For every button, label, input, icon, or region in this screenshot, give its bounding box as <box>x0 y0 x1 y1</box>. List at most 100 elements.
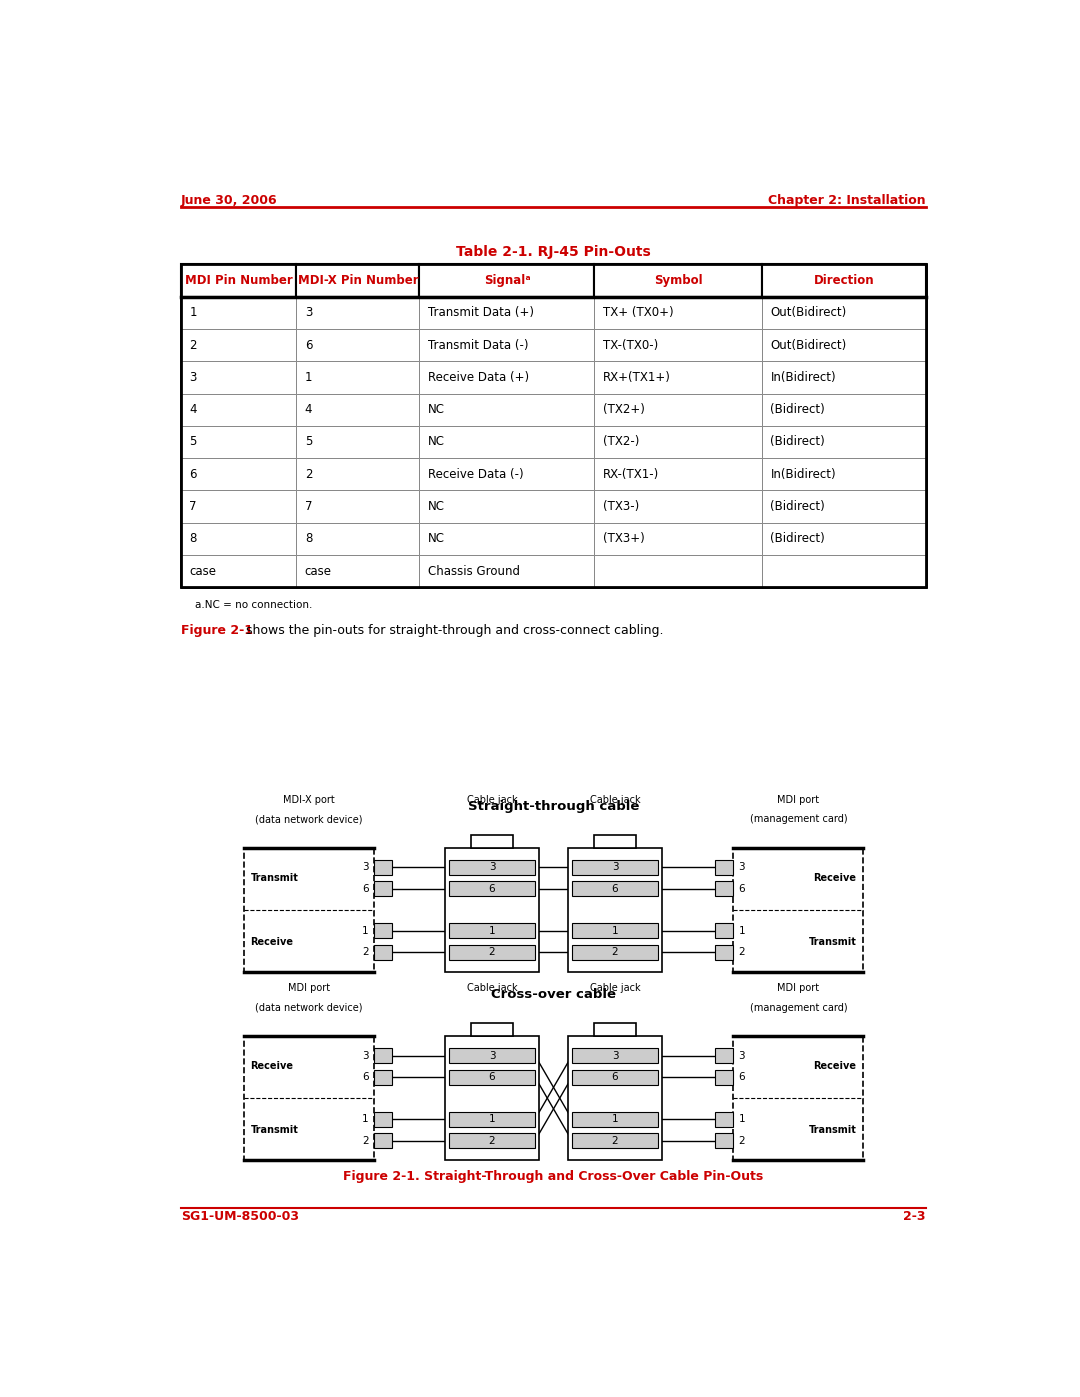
FancyBboxPatch shape <box>297 522 419 555</box>
FancyBboxPatch shape <box>594 362 762 394</box>
FancyBboxPatch shape <box>181 264 926 587</box>
FancyBboxPatch shape <box>419 522 594 555</box>
Text: 2: 2 <box>189 338 197 352</box>
Text: 6: 6 <box>189 468 197 481</box>
Text: RX-(TX1-): RX-(TX1-) <box>603 468 659 481</box>
FancyBboxPatch shape <box>445 1037 539 1160</box>
FancyBboxPatch shape <box>449 882 535 897</box>
FancyBboxPatch shape <box>419 394 594 426</box>
Text: Out(Bidirect): Out(Bidirect) <box>770 338 847 352</box>
FancyBboxPatch shape <box>594 264 762 296</box>
FancyBboxPatch shape <box>715 1070 733 1084</box>
Text: 6: 6 <box>739 884 745 894</box>
Text: Table 2-1. RJ-45 Pin-Outs: Table 2-1. RJ-45 Pin-Outs <box>456 244 651 258</box>
Text: 7: 7 <box>189 500 197 513</box>
FancyBboxPatch shape <box>374 1048 392 1063</box>
FancyBboxPatch shape <box>297 426 419 458</box>
FancyBboxPatch shape <box>733 848 863 972</box>
Text: Transmit Data (+): Transmit Data (+) <box>428 306 534 320</box>
FancyBboxPatch shape <box>594 490 762 522</box>
Text: (TX3-): (TX3-) <box>603 500 639 513</box>
Text: Symbol: Symbol <box>654 274 703 288</box>
Text: 2: 2 <box>362 1136 368 1146</box>
FancyBboxPatch shape <box>572 923 658 939</box>
FancyBboxPatch shape <box>594 394 762 426</box>
Text: NC: NC <box>428 404 445 416</box>
Text: Straight-through cable: Straight-through cable <box>468 800 639 813</box>
FancyBboxPatch shape <box>419 264 594 296</box>
Text: Receive Data (-): Receive Data (-) <box>428 468 524 481</box>
Text: TX-(TX0-): TX-(TX0-) <box>603 338 658 352</box>
Text: 2: 2 <box>739 947 745 957</box>
Text: Receive: Receive <box>813 1062 856 1071</box>
Text: SG1-UM-8500-03: SG1-UM-8500-03 <box>181 1210 299 1222</box>
FancyBboxPatch shape <box>297 458 419 490</box>
Text: Receive: Receive <box>251 1062 294 1071</box>
FancyBboxPatch shape <box>181 362 297 394</box>
Text: Cable jack: Cable jack <box>590 795 640 805</box>
Text: 6: 6 <box>488 884 496 894</box>
FancyBboxPatch shape <box>181 522 297 555</box>
FancyBboxPatch shape <box>594 835 636 848</box>
FancyBboxPatch shape <box>594 1024 636 1037</box>
Text: 2: 2 <box>611 1136 619 1146</box>
FancyBboxPatch shape <box>419 296 594 330</box>
Text: 8: 8 <box>305 532 312 545</box>
Text: 4: 4 <box>305 404 312 416</box>
Text: 1: 1 <box>611 1113 619 1125</box>
Text: 6: 6 <box>362 1071 368 1083</box>
Text: (Bidirect): (Bidirect) <box>770 532 825 545</box>
FancyBboxPatch shape <box>449 1112 535 1126</box>
FancyBboxPatch shape <box>572 944 658 960</box>
Text: Cross-over cable: Cross-over cable <box>491 988 616 1002</box>
FancyBboxPatch shape <box>572 1048 658 1063</box>
FancyBboxPatch shape <box>762 426 926 458</box>
Text: (data network device): (data network device) <box>255 1003 363 1013</box>
Text: Transmit: Transmit <box>251 873 298 883</box>
FancyBboxPatch shape <box>297 555 419 587</box>
FancyBboxPatch shape <box>374 1133 392 1148</box>
FancyBboxPatch shape <box>181 330 297 362</box>
Text: (Bidirect): (Bidirect) <box>770 404 825 416</box>
Text: 1: 1 <box>488 926 496 936</box>
FancyBboxPatch shape <box>568 1037 662 1160</box>
Text: 2: 2 <box>739 1136 745 1146</box>
Text: 3: 3 <box>362 862 368 872</box>
FancyBboxPatch shape <box>297 490 419 522</box>
FancyBboxPatch shape <box>471 835 513 848</box>
Text: 2: 2 <box>611 947 619 957</box>
FancyBboxPatch shape <box>297 264 419 296</box>
Text: (management card): (management card) <box>750 814 847 824</box>
FancyBboxPatch shape <box>449 1048 535 1063</box>
Text: 6: 6 <box>305 338 312 352</box>
FancyBboxPatch shape <box>594 330 762 362</box>
FancyBboxPatch shape <box>572 1133 658 1148</box>
Text: 3: 3 <box>739 1051 745 1060</box>
FancyBboxPatch shape <box>181 490 297 522</box>
FancyBboxPatch shape <box>762 296 926 330</box>
FancyBboxPatch shape <box>715 1048 733 1063</box>
FancyBboxPatch shape <box>594 296 762 330</box>
FancyBboxPatch shape <box>572 1112 658 1126</box>
FancyBboxPatch shape <box>374 1070 392 1084</box>
FancyBboxPatch shape <box>715 859 733 875</box>
FancyBboxPatch shape <box>445 848 539 972</box>
Text: Transmit Data (-): Transmit Data (-) <box>428 338 528 352</box>
FancyBboxPatch shape <box>715 944 733 960</box>
Text: Transmit: Transmit <box>809 1125 856 1134</box>
Text: Receive Data (+): Receive Data (+) <box>428 370 529 384</box>
Text: Transmit: Transmit <box>809 936 856 947</box>
Text: 6: 6 <box>739 1071 745 1083</box>
Text: shows the pin-outs for straight-through and cross-connect cabling.: shows the pin-outs for straight-through … <box>242 623 663 637</box>
Text: In(Bidirect): In(Bidirect) <box>770 370 836 384</box>
FancyBboxPatch shape <box>733 1037 863 1160</box>
Text: Direction: Direction <box>813 274 875 288</box>
Text: 1: 1 <box>739 926 745 936</box>
FancyBboxPatch shape <box>181 555 297 587</box>
Text: Cable jack: Cable jack <box>467 983 517 993</box>
FancyBboxPatch shape <box>449 944 535 960</box>
Text: In(Bidirect): In(Bidirect) <box>770 468 836 481</box>
Text: 6: 6 <box>611 884 619 894</box>
FancyBboxPatch shape <box>181 264 297 296</box>
Text: MDI port: MDI port <box>287 983 329 993</box>
